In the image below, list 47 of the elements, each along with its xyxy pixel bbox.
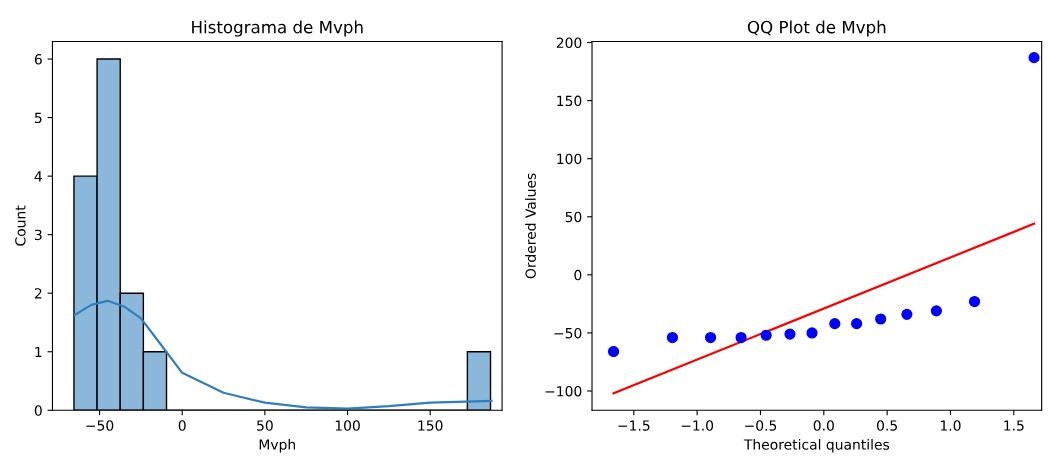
point <box>901 308 913 320</box>
y-tick-label: −50 <box>554 327 582 339</box>
y-tick-label: 0 <box>574 269 582 281</box>
y-tick-label: 5 <box>34 112 42 124</box>
y-tick-label: 0 <box>34 405 42 416</box>
point <box>930 305 943 317</box>
point <box>704 331 717 344</box>
point <box>851 318 863 330</box>
y-tick-label: 100 <box>557 153 582 165</box>
chart-title: Histograma de Mvph <box>192 20 363 37</box>
x-tick-label: −50 <box>86 420 114 431</box>
point <box>1028 52 1040 64</box>
x-tick-label: 0 <box>178 420 186 431</box>
y-tick-label: 3 <box>34 229 42 241</box>
point <box>829 318 841 330</box>
y-tick-label: 200 <box>556 37 582 49</box>
x-tick-label: −1.0 <box>681 420 714 431</box>
line-series <box>73 299 493 410</box>
y-tick-label: 2 <box>34 288 42 299</box>
chart-title: QQ Plot de Mvph <box>747 20 886 37</box>
x-axis-title: Theoretical quantiles <box>743 439 890 453</box>
x-axis-title: Mvph <box>259 439 295 453</box>
y-tick-label: 150 <box>557 95 582 107</box>
x-tick-label: 1.0 <box>940 420 961 431</box>
x-tick-label: 150 <box>418 420 443 431</box>
y-tick-label: 6 <box>34 54 42 65</box>
x-tick-label: −0.5 <box>745 420 777 431</box>
x-tick-label: 0.5 <box>877 420 897 431</box>
point <box>666 331 679 344</box>
point <box>875 313 887 325</box>
y-axis-title: Count <box>15 205 26 246</box>
point <box>607 345 620 358</box>
x-tick-label: 50 <box>257 420 273 431</box>
point <box>806 327 818 339</box>
y-tick-label: 4 <box>34 171 42 182</box>
y-tick-label: 50 <box>565 211 582 223</box>
x-tick-label: −1.5 <box>618 420 650 431</box>
point <box>784 328 796 340</box>
point <box>735 331 747 344</box>
x-tick-label: 0.0 <box>813 420 834 431</box>
y-tick-label: −100 <box>545 385 582 397</box>
y-axis-title: Ordered Values <box>525 173 536 279</box>
point <box>760 329 772 341</box>
x-tick-label: 1.5 <box>1004 420 1024 431</box>
x-tick-label: 100 <box>335 420 360 431</box>
point <box>968 295 981 308</box>
y-tick-label: 1 <box>35 346 42 358</box>
